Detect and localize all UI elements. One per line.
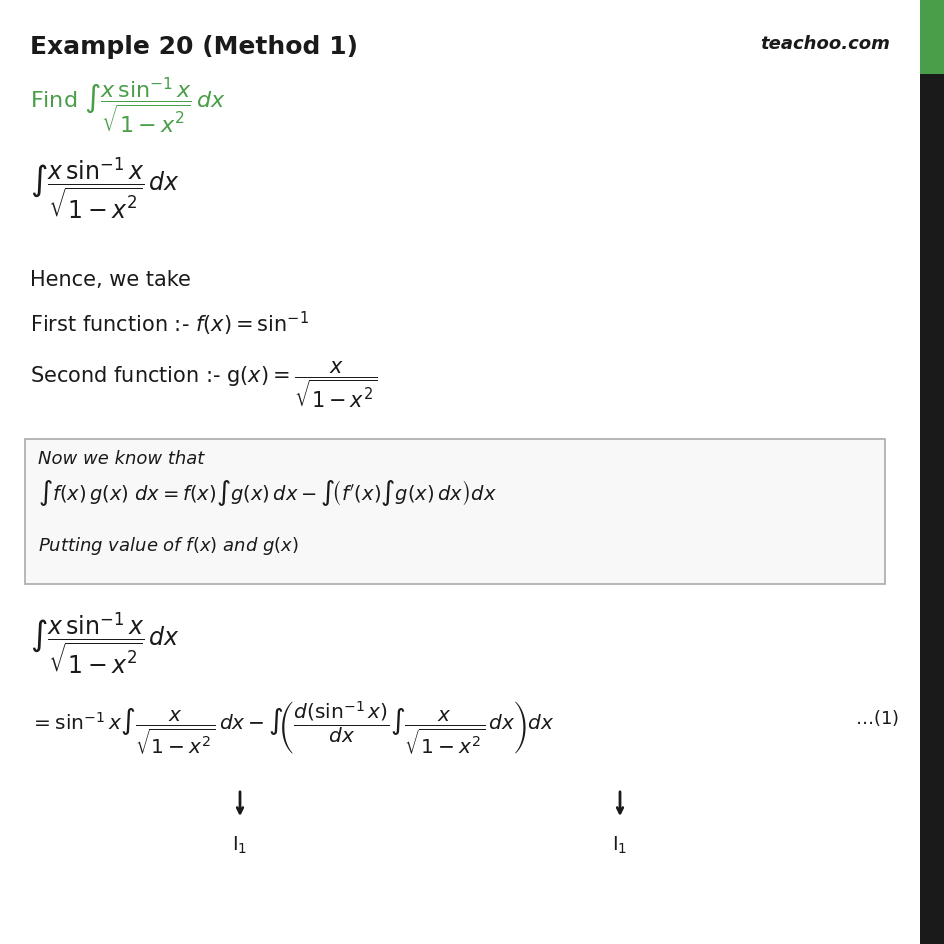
Text: Second function :- $\mathrm{g}(x) = \dfrac{x}{\sqrt{1-x^2}}$: Second function :- $\mathrm{g}(x) = \dfr…	[30, 360, 378, 410]
Text: $= \sin^{-1} x \int \dfrac{x}{\sqrt{1-x^2}}\, dx - \int\!\left(\dfrac{d(\sin^{-1: $= \sin^{-1} x \int \dfrac{x}{\sqrt{1-x^…	[30, 700, 553, 756]
Text: Putting value of $f(x)$ and $g(x)$: Putting value of $f(x)$ and $g(x)$	[38, 534, 298, 556]
Text: $\ldots(1)$: $\ldots(1)$	[854, 707, 898, 727]
Text: Hence, we take: Hence, we take	[30, 270, 191, 290]
Text: Find $\int \dfrac{x\, \sin^{-1} x}{\sqrt{1-x^2}}\, dx$: Find $\int \dfrac{x\, \sin^{-1} x}{\sqrt…	[30, 75, 226, 135]
Text: Now we know that: Now we know that	[38, 449, 204, 467]
FancyBboxPatch shape	[25, 440, 885, 584]
FancyBboxPatch shape	[919, 75, 944, 944]
Text: teachoo.com: teachoo.com	[759, 35, 889, 53]
Text: $\mathrm{I}_1$: $\mathrm{I}_1$	[232, 834, 247, 855]
Text: $\int \dfrac{x\, \sin^{-1} x}{\sqrt{1-x^2}}\, dx$: $\int \dfrac{x\, \sin^{-1} x}{\sqrt{1-x^…	[30, 155, 180, 221]
Text: Example 20 (Method 1): Example 20 (Method 1)	[30, 35, 358, 59]
Text: $\mathrm{I}_1$: $\mathrm{I}_1$	[612, 834, 627, 855]
Text: $\int \dfrac{x\, \sin^{-1} x}{\sqrt{1-x^2}}\, dx$: $\int \dfrac{x\, \sin^{-1} x}{\sqrt{1-x^…	[30, 610, 180, 675]
Text: First function :- $f(x) = \sin^{-1}$: First function :- $f(x) = \sin^{-1}$	[30, 310, 309, 338]
Text: $\int f(x)\, g(x)\ dx = f(x)\int g(x)\, dx - \int\!\left(f'(x)\int g(x)\, dx\rig: $\int f(x)\, g(x)\ dx = f(x)\int g(x)\, …	[38, 478, 497, 508]
FancyBboxPatch shape	[919, 0, 944, 75]
